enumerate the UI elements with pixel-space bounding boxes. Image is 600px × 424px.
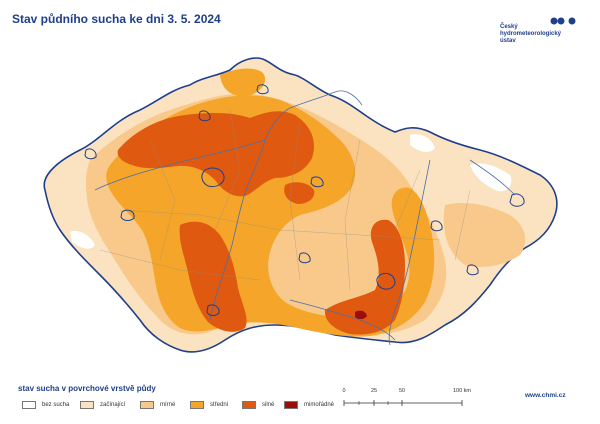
river-odra xyxy=(469,159,516,196)
institution-name-line-1: Český xyxy=(500,24,518,30)
scale-tick-0: 0 xyxy=(342,388,346,394)
river-vltava xyxy=(209,139,266,321)
district-boundaries xyxy=(99,109,471,291)
legend-swatch-mirne xyxy=(140,401,154,409)
city-jihlava[interactable] xyxy=(298,252,311,264)
zone-silne-central xyxy=(284,182,315,204)
legend-swatch-zacinajici xyxy=(80,401,94,409)
legend-label-mirne: mírné xyxy=(160,402,176,408)
scale-bar: 0 25 50 100 km xyxy=(340,388,472,412)
city-liberec[interactable] xyxy=(256,84,269,95)
zone-silne-southwest xyxy=(179,221,247,332)
legend-swatch-silne xyxy=(242,401,256,409)
zone-mirne-east xyxy=(443,203,526,267)
zone-silne-south-moravia xyxy=(324,219,405,335)
source-link[interactable]: www.chmi.cz xyxy=(525,392,566,399)
zone-bez-sucha-northeast xyxy=(410,134,435,152)
legend-label-stredni: střední xyxy=(210,402,229,408)
city-plzen[interactable] xyxy=(120,209,135,221)
legend-label-zacinajici: začínající xyxy=(100,402,126,408)
chmi-logo-icon xyxy=(550,17,576,25)
zone-stredni-north xyxy=(220,68,266,97)
city-hradec-kralove[interactable] xyxy=(310,176,324,188)
river-ohre xyxy=(94,139,266,191)
river-morava xyxy=(388,159,431,346)
scale-tick-25: 25 xyxy=(370,388,378,394)
zone-mimoradne xyxy=(355,310,367,320)
zone-bez-sucha-west xyxy=(70,230,95,249)
city-usti[interactable] xyxy=(198,110,211,122)
legend-label-silne: silné xyxy=(262,402,275,408)
zone-bez-sucha-east xyxy=(470,163,512,192)
city-ceske-budejovice[interactable] xyxy=(206,304,220,316)
scale-tick-100: 100 km xyxy=(452,388,472,394)
city-praha[interactable] xyxy=(201,167,225,187)
city-karlovy-vary[interactable] xyxy=(84,148,97,160)
legend-swatch-bez-sucha xyxy=(22,401,36,409)
city-olomouc[interactable] xyxy=(430,220,443,232)
map-title: Stav půdního sucha ke dni 3. 5. 2024 xyxy=(12,12,221,26)
institution-name-line-2: hydrometeorologický xyxy=(500,31,562,37)
legend-label-mimoradne: mimořádné xyxy=(304,402,335,408)
river-dyje xyxy=(289,299,396,341)
legend-swatch-stredni xyxy=(190,401,204,409)
city-brno[interactable] xyxy=(376,272,396,290)
city-zlin[interactable] xyxy=(466,264,479,276)
scale-tick-50: 50 xyxy=(398,388,406,394)
scale-bar-line xyxy=(343,400,463,406)
legend-swatch-mimoradne xyxy=(284,401,298,409)
legend-title: stav sucha v povrchové vrstvě půdy xyxy=(18,384,156,393)
river-labe xyxy=(264,90,363,141)
institution-name-line-3: ústav xyxy=(500,38,516,44)
legend-label-bez-sucha: bez sucha xyxy=(42,402,70,408)
city-ostrava[interactable] xyxy=(509,193,525,207)
institution-name: Český hydrometeorologický ústav xyxy=(500,24,561,45)
